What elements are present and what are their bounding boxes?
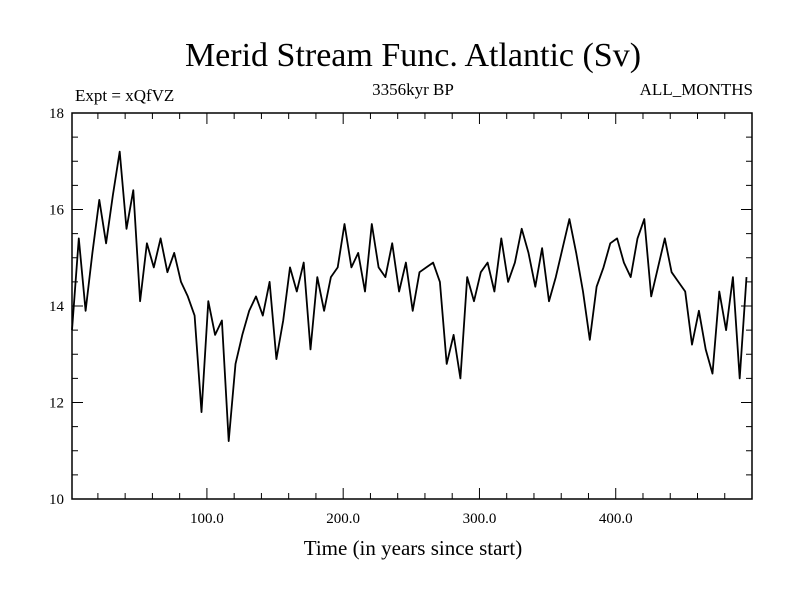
axis-tick-labels: 100.0 200.0 300.0 400.0 10 12 14 16 18	[49, 106, 633, 527]
x-tick-label: 400.0	[599, 511, 633, 527]
period-label: 3356kyr BP	[372, 80, 454, 99]
y-tick-label: 14	[49, 299, 65, 315]
months-label: ALL_MONTHS	[640, 80, 753, 99]
y-tick-label: 10	[49, 492, 64, 508]
x-axis-label: Time (in years since start)	[304, 536, 523, 560]
y-tick-label: 16	[49, 203, 65, 219]
x-tick-label: 100.0	[190, 511, 224, 527]
axis-ticks	[72, 113, 752, 499]
plot-frame	[71, 112, 753, 500]
experiment-label: Expt = xQfVZ	[75, 86, 174, 105]
chart-title: Merid Stream Func. Atlantic (Sv)	[185, 37, 641, 74]
y-tick-label: 12	[49, 396, 64, 412]
y-tick-label: 18	[49, 106, 64, 122]
series-line	[71, 150, 748, 442]
x-tick-label: 200.0	[326, 511, 360, 527]
x-tick-label: 300.0	[463, 511, 497, 527]
